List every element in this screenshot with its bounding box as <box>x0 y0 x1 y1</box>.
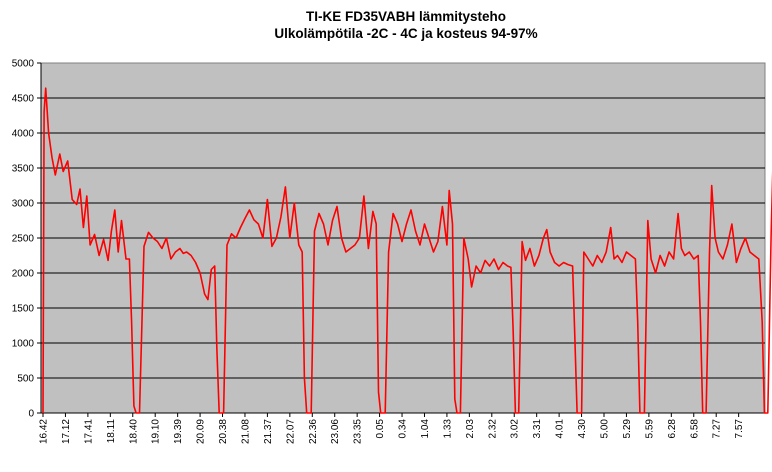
y-tick-label: 0 <box>28 409 34 420</box>
y-tick-label: 500 <box>17 374 34 385</box>
y-tick-label: 1000 <box>12 339 35 350</box>
series-group <box>42 87 772 414</box>
x-tick-label: 21.08 <box>240 419 251 444</box>
y-tick-labels: 0 500 1000 1500 2000 2500 3000 3500 4000 4500 5000 <box>12 59 35 420</box>
x-tick-label: 7.27 <box>712 419 723 439</box>
x-tick-label: 4.30 <box>577 419 588 439</box>
chart-title-block: TI-KE FD35VABH lämmitysteho Ulkolämpötil… <box>40 8 772 42</box>
x-tick-label: 21.37 <box>263 419 274 444</box>
x-tick-label: 2.32 <box>487 419 498 439</box>
x-tick-label: 3.31 <box>532 419 543 439</box>
x-tick-label: 20.38 <box>218 419 229 444</box>
x-tick-label: 17.12 <box>61 419 72 444</box>
x-tick-label: 5.29 <box>622 419 633 439</box>
gridlines <box>41 97 765 379</box>
y-tick-label: 4500 <box>12 94 35 105</box>
series-line <box>42 87 772 414</box>
x-tick-label: 20.09 <box>196 419 207 444</box>
y-tick-label: 3000 <box>12 199 35 210</box>
chart-title: TI-KE FD35VABH lämmitysteho <box>305 9 507 24</box>
x-tick-label: 4.01 <box>555 419 566 439</box>
x-tick-label: 17.41 <box>83 419 94 444</box>
x-tick-label: 7.57 <box>734 419 745 439</box>
x-tick-label: 6.28 <box>667 419 678 439</box>
x-tick-label: 6.58 <box>689 419 700 439</box>
x-tick-label: 23.06 <box>330 419 341 444</box>
x-tick-label: 18.40 <box>128 419 139 444</box>
x-tick-label: 22.07 <box>285 419 296 444</box>
x-tick-label: 0.34 <box>398 419 409 439</box>
x-tick-label: 19.10 <box>151 419 162 444</box>
x-tick-label: 18.11 <box>106 419 117 444</box>
y-tick-label: 2000 <box>12 269 35 280</box>
y-tick-label: 4000 <box>12 129 35 140</box>
x-tick-label: 19.39 <box>173 419 184 444</box>
x-tick-label: 5.59 <box>644 419 655 439</box>
x-tick-label: 23.35 <box>353 419 364 444</box>
x-tick-label: 2.03 <box>465 419 476 439</box>
x-tick-label: 1.33 <box>442 419 453 439</box>
x-tick-label: 3.02 <box>510 419 521 439</box>
x-tick-label: 1.04 <box>420 419 431 439</box>
y-tick-label: 3500 <box>12 164 35 175</box>
x-tick-label: 22.36 <box>308 419 319 444</box>
chart-subtitle: Ulkolämpötila -2C - 4C ja kosteus 94-97% <box>274 26 538 41</box>
x-tick-labels: 16.42 17.12 17.41 18.11 18.40 19.10 19.39 20.09… <box>39 419 746 444</box>
x-tick-label: 0.05 <box>375 419 386 439</box>
y-tick-label: 5000 <box>12 59 35 70</box>
y-tick-label: 1500 <box>12 304 35 315</box>
y-tick-label: 2500 <box>12 234 35 245</box>
x-tick-label: 16.42 <box>39 419 50 444</box>
x-tick-label: 5.00 <box>600 419 611 439</box>
